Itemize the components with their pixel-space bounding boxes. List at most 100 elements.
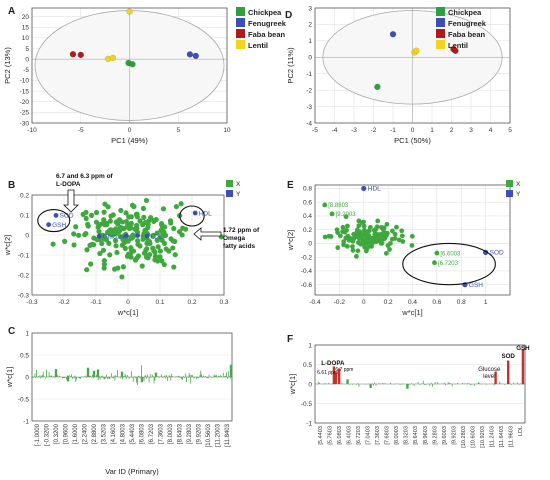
x-variable-point: [101, 217, 107, 223]
x-tick-label: 3: [469, 127, 473, 134]
x-tick-label: 0.4: [408, 299, 417, 306]
x-tick-label: 0: [362, 299, 366, 306]
x-tick-label: [11.2003: [216, 423, 222, 447]
x-tick-label: [6.7203: [356, 426, 362, 445]
x-variable-point: [384, 221, 390, 227]
y-tick-label: 0: [25, 232, 29, 239]
x-variable-point: [129, 202, 136, 208]
x-tick-label: [10.2803: [461, 426, 467, 448]
x-axis-label: PC1 (50%): [394, 136, 431, 145]
highlight-circle: [402, 242, 496, 286]
spectrum-spike: [154, 372, 158, 377]
x-variable-point: [362, 244, 368, 250]
x-variable-point: [358, 233, 363, 238]
x-tick-label: [5.4403: [318, 426, 324, 445]
x-variable-point: [132, 257, 139, 263]
x-variable-point: [87, 242, 93, 248]
x-tick-label: [8.0003: [394, 426, 400, 445]
y-tick-label: -0.3: [18, 292, 30, 299]
x-tick-label: [10.6003: [471, 426, 477, 448]
x-variable-point: [170, 245, 176, 251]
x-tick-label: LDL: [518, 426, 524, 436]
x-tick-label: 1: [430, 127, 434, 134]
data-point-lentil: [413, 47, 420, 54]
x-variable-point: [322, 234, 328, 240]
y-tick-label: -1: [306, 71, 312, 78]
spectrum-spike: [507, 360, 510, 384]
x-variable-point: [341, 239, 347, 245]
x-variable-point: [118, 207, 124, 214]
x-variable-point: [378, 238, 384, 244]
y-tick-label: 0.6: [303, 199, 312, 206]
annotation-text: GSH: [516, 345, 530, 352]
x-variable-point: [96, 228, 102, 235]
spectrum-spike: [54, 369, 58, 377]
x-variable-point: [101, 258, 107, 264]
legend-label: Lentil: [448, 41, 468, 50]
x-tick-label: -0.2: [58, 299, 70, 306]
legend-label: Fenugreek: [448, 19, 487, 28]
annotation-text: 6.61 ppm: [317, 370, 338, 376]
x-variable-point: [161, 229, 167, 235]
y-axis-label: w*c[2]: [286, 230, 295, 251]
x-variable-point: [167, 218, 174, 224]
data-point-lentil: [109, 54, 117, 62]
x-variable-point: [179, 232, 185, 238]
x-variable-point: [157, 254, 163, 260]
x-variable-point: [373, 226, 379, 232]
y-tick-label: 20: [22, 14, 30, 21]
x-variable-point: [99, 240, 105, 247]
x-variable-point: [166, 248, 172, 254]
data-point-lentil: [126, 8, 133, 15]
x-tick-label: [8.6403: [413, 426, 419, 445]
annotation-text: Glucose: [478, 367, 501, 373]
x-variable-point: [135, 238, 141, 244]
y-tick-label: 3: [308, 5, 312, 12]
x-tick-label: [2.2400: [82, 423, 88, 444]
x-variable-point: [119, 242, 125, 248]
spectrum-spike: [96, 369, 100, 377]
x-tick-label: [3.5203: [101, 423, 107, 444]
x-variable-point: [409, 233, 415, 239]
x-variable-point: [394, 224, 399, 230]
legend-swatch-lentil: [436, 40, 445, 49]
panel-label: B: [8, 180, 15, 191]
data-point-fenugreek: [192, 52, 200, 60]
y-tick-label: -15: [20, 88, 30, 95]
spectrum-spike: [406, 384, 409, 389]
y-tick-label: 1: [25, 330, 29, 337]
x-variable-point: [366, 244, 372, 249]
legend-swatch-faba_bean: [436, 29, 445, 38]
highlight-circle: [179, 205, 205, 227]
x-tick-label: 0: [128, 127, 132, 134]
x-variable-point: [137, 218, 143, 224]
x-variable-point: [399, 233, 405, 239]
annotation-text: fatty acids: [223, 243, 256, 250]
x-tick-label: [2.8800: [92, 423, 98, 444]
x-variable-point: [88, 212, 95, 218]
y-tick-label: 0.4: [303, 213, 312, 220]
panel-label: F: [287, 334, 293, 345]
x-variable-point: [355, 248, 361, 254]
x-tick-label: [4.1603: [111, 423, 117, 444]
y-tick-label: -25: [20, 110, 30, 117]
x-variable-point: [96, 223, 102, 229]
x-variable-point: [142, 219, 148, 226]
x-variable-point: [385, 243, 391, 248]
x-variable-point: [335, 245, 341, 251]
annotation-text: SOD: [501, 353, 515, 360]
x-tick-label: -1: [390, 127, 396, 134]
x-tick-label: [6.0803: [337, 426, 343, 445]
x-tick-label: [9.6003: [442, 426, 448, 445]
x-variable-point: [144, 246, 150, 252]
y-variable-point: [96, 233, 102, 239]
x-variable-point: [117, 234, 124, 240]
x-variable-point: [343, 235, 349, 241]
x-tick-label: 0.1: [155, 299, 164, 306]
annotation-text: Omega: [223, 235, 245, 242]
x-variable-point: [93, 209, 100, 216]
y-tick-label: -0.6: [301, 282, 313, 289]
x-tick-label: [4.8003: [120, 423, 126, 444]
x-variable-point: [93, 219, 100, 225]
